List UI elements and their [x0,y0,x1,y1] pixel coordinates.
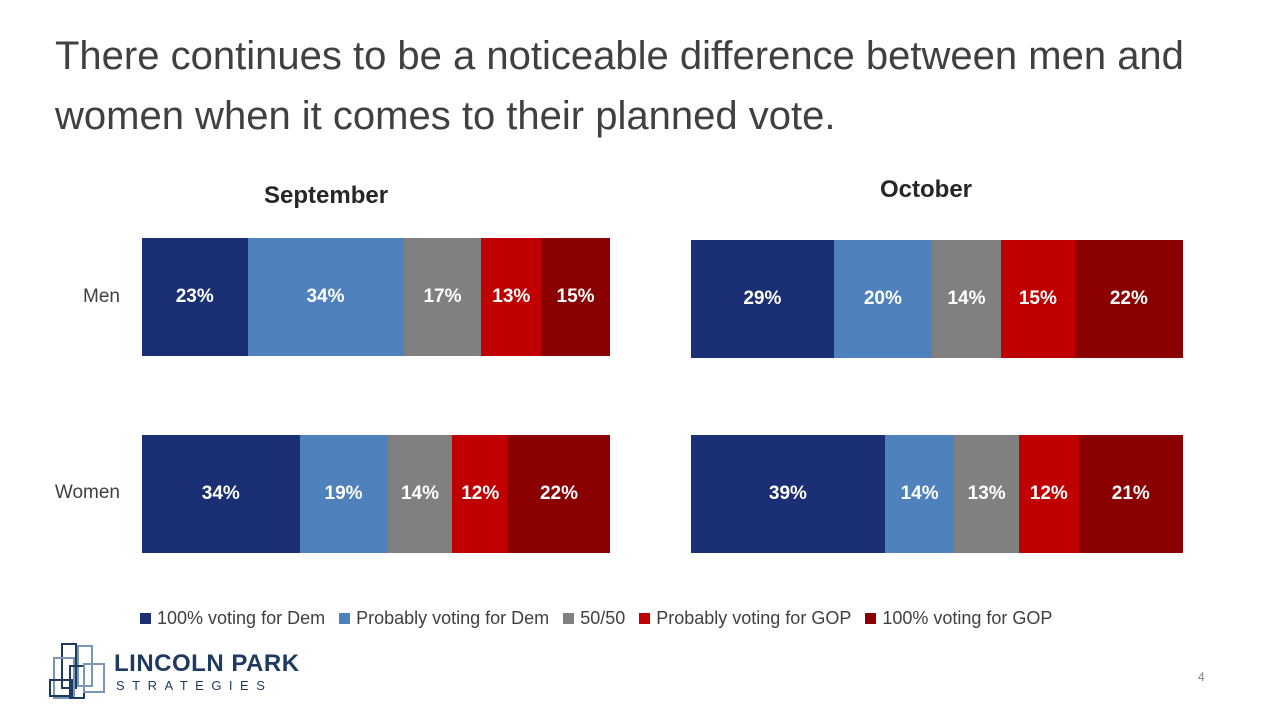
data-label: 22% [539,483,578,504]
bar-segment-dem-probably: 14% [884,435,955,553]
legend-swatch-gop-probably [639,613,651,624]
logo-subtitle: STRATEGIES [116,678,273,693]
data-label: 39% [768,483,807,504]
data-label: 14% [400,483,439,504]
legend-label-gop100: 100% voting for GOP [882,608,1053,628]
page-title: There continues to be a noticeable diffe… [55,34,1184,138]
row-label-women: Women [54,482,120,503]
bar-segment-fifty: 14% [932,240,1001,358]
legend-item-dem-probably: Probably voting for Dem [339,608,549,629]
bar-segment-gop-probably: 12% [452,435,509,553]
page-number: 4 [1198,670,1205,684]
bar-segment-gop100: 21% [1078,435,1183,553]
bar-segment-dem100: 23% [142,238,248,356]
data-label: 12% [461,483,500,504]
logo-mark-icon [49,643,105,699]
data-label: 21% [1111,483,1150,504]
data-label: 19% [324,483,363,504]
data-label: 14% [900,483,939,504]
data-label: 12% [1029,483,1068,504]
chart-title-september: September [264,182,389,209]
legend-label-dem-probably: Probably voting for Dem [356,608,550,628]
bar-segment-dem-probably: 34% [247,238,404,356]
legend-swatch-dem100 [140,613,151,624]
bar-segment-dem-probably: 20% [833,240,933,358]
data-label: 14% [947,288,986,309]
bar-segment-gop-probably: 12% [1018,435,1079,553]
data-label: 20% [863,288,902,309]
bar-september-women: 34% 19% 14% 12% 22% [142,435,610,553]
legend-label-dem100: 100% voting for Dem [157,608,326,628]
bar-segment-dem100: 29% [691,240,834,358]
chart-legend: 100% voting for Dem Probably voting for … [140,608,1052,629]
data-label: 13% [492,286,531,307]
legend-swatch-gop100 [865,613,877,624]
bar-segment-gop-probably: 13% [481,238,542,356]
bar-segment-fifty: 17% [403,238,482,356]
bar-segment-gop-probably: 15% [1000,240,1075,358]
bar-segment-dem100: 39% [691,435,885,553]
legend-item-gop100: 100% voting for GOP [865,608,1052,629]
data-label: 15% [556,286,595,307]
legend-item-gop-probably: Probably voting for GOP [639,608,851,629]
bar-segment-gop100: 22% [1074,240,1183,358]
data-label: 34% [306,286,345,307]
legend-item-dem100: 100% voting for Dem [140,608,325,629]
bar-segment-gop100: 22% [508,435,610,553]
data-label: 22% [1109,288,1148,309]
legend-item-fifty: 50/50 [563,608,625,629]
legend-swatch-fifty [563,613,575,624]
bar-october-women: 39% 14% 13% 12% 21% [691,435,1183,553]
data-label: 34% [201,483,240,504]
company-logo: LINCOLN PARK STRATEGIES [48,640,308,704]
row-label-men: Men [83,286,120,307]
logo-name: LINCOLN PARK [114,650,300,677]
bar-segment-dem100: 34% [142,435,300,553]
legend-label-fifty: 50/50 [580,608,626,628]
bar-september-men: 23% 34% 17% 13% 15% [142,238,610,356]
data-label: 29% [743,288,782,309]
bar-october-men: 29% 20% 14% 15% 22% [691,240,1183,358]
data-label: 23% [175,286,214,307]
chart-title-october: October [880,176,973,203]
legend-swatch-dem-probably [339,613,351,624]
data-label: 15% [1018,288,1057,309]
data-label: 13% [967,483,1006,504]
bar-segment-dem-probably: 19% [299,435,388,553]
bar-segment-fifty: 13% [954,435,1019,553]
bar-segment-fifty: 14% [387,435,453,553]
bar-segment-gop100: 15% [541,238,610,356]
data-label: 17% [423,286,462,307]
legend-label-gop-probably: Probably voting for GOP [656,608,852,628]
